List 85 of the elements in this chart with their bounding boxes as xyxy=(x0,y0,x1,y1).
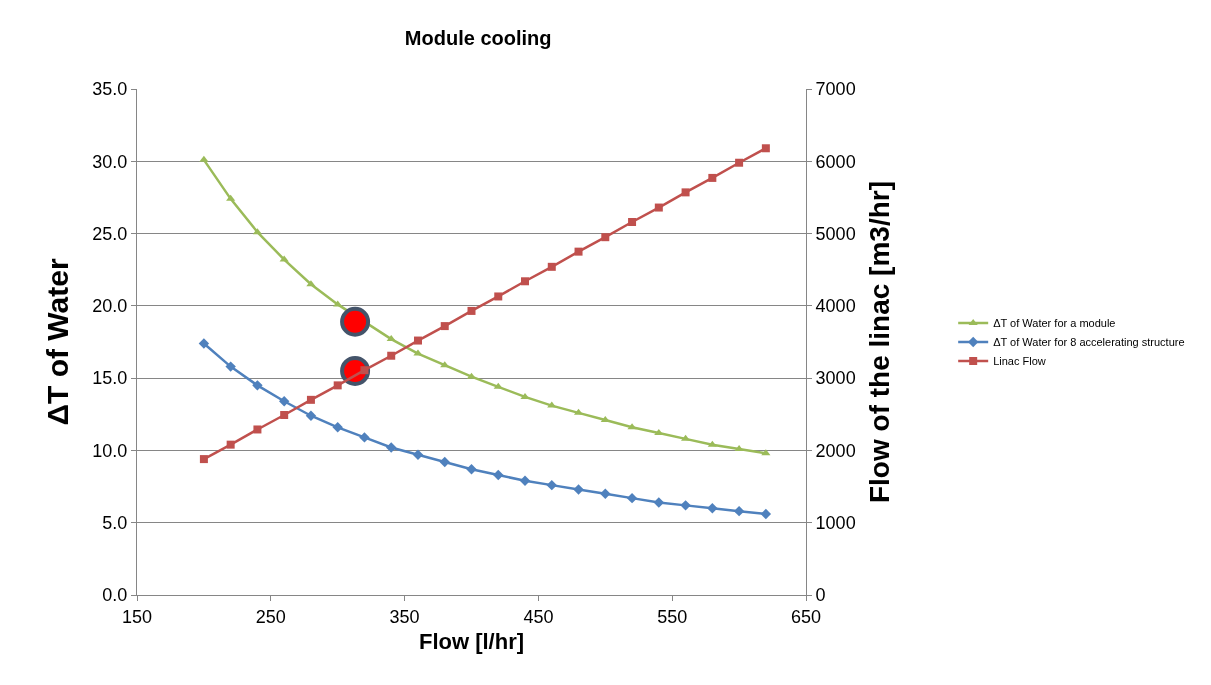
point xyxy=(340,306,371,337)
point xyxy=(707,503,718,514)
x-tick-label: 150 xyxy=(121,606,153,627)
point xyxy=(359,432,370,443)
y2-tick-label: 0 xyxy=(815,585,826,606)
y-tick-label: 20.0 xyxy=(92,296,128,317)
y-tick-label: 25.0 xyxy=(92,223,128,244)
point xyxy=(519,475,531,486)
point xyxy=(333,381,342,390)
point xyxy=(681,188,690,197)
point xyxy=(494,292,503,301)
y-axis-title: ΔT of Water xyxy=(41,258,75,426)
point xyxy=(734,444,744,451)
point xyxy=(332,422,343,433)
x-axis-title: Flow [l/hr] xyxy=(418,629,525,655)
point xyxy=(280,411,289,420)
y-tick-label: 5.0 xyxy=(102,513,128,534)
point xyxy=(547,401,557,408)
point xyxy=(521,277,530,286)
x-tick-label: 250 xyxy=(255,606,286,627)
point xyxy=(600,416,610,423)
point xyxy=(654,203,663,212)
point xyxy=(574,247,583,256)
point xyxy=(386,335,396,342)
legend-label: ΔT of Water for a module xyxy=(993,317,1116,330)
y2-tick-label: 4000 xyxy=(815,296,856,317)
point xyxy=(680,500,691,511)
point xyxy=(493,382,503,389)
point xyxy=(439,456,450,468)
legend-label: ΔT of Water for 8 accelerating structure xyxy=(993,336,1185,349)
point xyxy=(735,158,744,167)
y2-tick-label: 1000 xyxy=(815,513,856,534)
y2-tick-label: 2000 xyxy=(815,440,856,461)
point xyxy=(547,262,556,271)
y2-tick-label: 5000 xyxy=(815,223,856,244)
point xyxy=(278,396,290,407)
x-tick-label: 350 xyxy=(389,606,420,627)
point xyxy=(708,173,717,182)
point xyxy=(413,336,422,345)
point xyxy=(440,322,449,331)
point xyxy=(252,380,263,391)
chart-title: Module cooling xyxy=(404,26,552,49)
point xyxy=(226,194,236,201)
point xyxy=(600,488,611,499)
point xyxy=(760,508,772,520)
point xyxy=(226,440,235,449)
y2-tick-label: 7000 xyxy=(815,79,856,100)
point xyxy=(707,440,717,447)
point xyxy=(198,338,210,349)
y2-tick-label: 6000 xyxy=(815,151,856,172)
point xyxy=(546,479,557,491)
point xyxy=(199,455,208,464)
point xyxy=(733,505,745,517)
y-tick-label: 10.0 xyxy=(92,440,128,461)
y-tick-label: 0.0 xyxy=(102,585,128,606)
point xyxy=(387,351,396,360)
y-tick-label: 35.0 xyxy=(92,79,128,100)
y-tick-label: 15.0 xyxy=(92,368,128,389)
point xyxy=(628,218,637,227)
point xyxy=(467,306,476,315)
point xyxy=(279,255,289,262)
point xyxy=(253,425,262,434)
y2-tick-label: 3000 xyxy=(815,368,856,389)
point xyxy=(199,155,209,162)
y2-axis-title: Flow of the linac [m3/hr] xyxy=(863,180,895,504)
point xyxy=(440,361,450,368)
point xyxy=(466,464,477,475)
legend-label: Linac Flow xyxy=(993,355,1046,368)
point xyxy=(225,361,236,372)
point xyxy=(360,366,369,375)
y-tick-label: 30.0 xyxy=(92,151,128,172)
x-tick-label: 450 xyxy=(523,606,554,627)
point xyxy=(413,349,423,356)
point xyxy=(306,395,315,404)
point xyxy=(412,449,424,460)
point xyxy=(573,484,584,495)
point xyxy=(601,233,610,242)
point xyxy=(653,497,665,508)
point xyxy=(761,144,770,153)
point xyxy=(386,442,397,453)
x-tick-label: 550 xyxy=(657,606,688,627)
point xyxy=(493,469,504,481)
point xyxy=(305,410,317,421)
x-tick-label: 650 xyxy=(790,606,822,627)
point xyxy=(626,492,638,504)
